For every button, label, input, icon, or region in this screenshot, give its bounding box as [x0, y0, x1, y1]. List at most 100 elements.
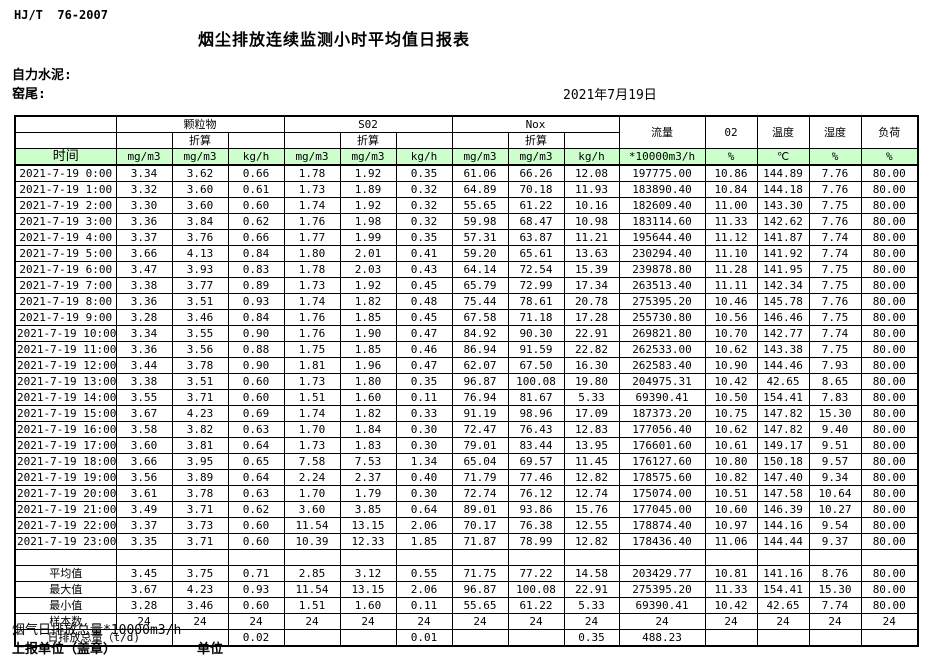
value-cell: 3.85 — [339, 501, 397, 518]
value-cell: 144.18 — [756, 181, 810, 198]
value-cell: 76.94 — [451, 389, 509, 406]
summary-value: 24 — [756, 613, 810, 630]
summary-value: 3.12 — [339, 565, 397, 582]
summary-value: 488.23 — [618, 629, 706, 647]
value-cell: 204975.31 — [618, 373, 706, 390]
value-cell: 3.77 — [171, 277, 229, 294]
value-cell: 1.80 — [339, 373, 397, 390]
data-row: 2021-7-19 13:00 3.38 3.51 0.60 1.73 1.80 0.35 9… — [14, 373, 919, 390]
value-cell: 10.61 — [704, 437, 758, 454]
value-cell: 183890.40 — [618, 181, 706, 198]
unit-so2-raw: mg/m3 — [283, 148, 341, 166]
value-cell: 7.74 — [808, 229, 862, 246]
value-cell: 177056.40 — [618, 421, 706, 438]
value-cell: 1.76 — [283, 213, 341, 230]
value-cell: 0.84 — [227, 245, 285, 262]
summary-label: 平均值 — [14, 565, 117, 582]
summary-value: 80.00 — [860, 565, 919, 582]
value-cell: 17.34 — [563, 277, 620, 294]
so2-raw-head — [283, 132, 341, 149]
summary-value — [395, 549, 453, 566]
value-cell: 3.76 — [171, 229, 229, 246]
value-cell: 144.44 — [756, 533, 810, 550]
value-cell: 80.00 — [860, 293, 919, 310]
value-cell: 0.66 — [227, 164, 285, 182]
nox-converted-label: 折算 — [507, 132, 565, 149]
value-cell: 1.81 — [283, 357, 341, 374]
value-cell: 3.55 — [171, 325, 229, 342]
time-cell: 2021-7-19 9:00 — [14, 309, 117, 326]
value-cell: 1.78 — [283, 261, 341, 278]
value-cell: 13.63 — [563, 245, 620, 262]
value-cell: 1.82 — [339, 293, 397, 310]
value-cell: 0.60 — [227, 517, 285, 534]
value-cell: 7.75 — [808, 197, 862, 214]
value-cell: 10.90 — [704, 357, 758, 374]
value-cell: 0.64 — [227, 437, 285, 454]
value-cell: 0.47 — [395, 325, 453, 342]
value-cell: 3.34 — [115, 164, 173, 182]
value-cell: 11.00 — [704, 197, 758, 214]
value-cell: 147.58 — [756, 485, 810, 502]
summary-value: 8.76 — [808, 565, 862, 582]
unit-so2-converted: mg/m3 — [339, 148, 397, 166]
value-cell: 149.17 — [756, 437, 810, 454]
summary-value — [704, 549, 758, 566]
data-row: 2021-7-19 6:00 3.47 3.93 0.83 1.78 2.03 0.43 64… — [14, 261, 919, 278]
unit-flow: *10000m3/h — [618, 148, 706, 166]
value-cell: 144.46 — [756, 357, 810, 374]
summary-value: 0.11 — [395, 597, 453, 614]
data-row: 2021-7-19 11:00 3.36 3.56 0.88 1.75 1.85 0.46 8… — [14, 341, 919, 358]
value-cell: 3.36 — [115, 293, 173, 310]
value-cell: 4.23 — [171, 405, 229, 422]
value-cell: 13.95 — [563, 437, 620, 454]
value-cell: 7.75 — [808, 277, 862, 294]
value-cell: 1.98 — [339, 213, 397, 230]
value-cell: 96.87 — [451, 373, 509, 390]
summary-value: 24 — [563, 613, 620, 630]
summary-value: 24 — [227, 613, 285, 630]
summary-value: 80.00 — [860, 597, 919, 614]
value-cell: 3.49 — [115, 501, 173, 518]
value-cell: 3.36 — [115, 213, 173, 230]
corner-cell-top — [14, 115, 117, 133]
value-cell: 7.76 — [808, 164, 862, 182]
value-cell: 0.32 — [395, 181, 453, 198]
value-cell: 98.96 — [507, 405, 565, 422]
value-cell: 10.46 — [704, 293, 758, 310]
value-cell: 3.37 — [115, 229, 173, 246]
value-cell: 9.57 — [808, 453, 862, 470]
value-cell: 182609.40 — [618, 197, 706, 214]
time-cell: 2021-7-19 13:00 — [14, 373, 117, 390]
summary-value: 77.22 — [507, 565, 565, 582]
value-cell: 3.37 — [115, 517, 173, 534]
summary-value: 3.67 — [115, 581, 173, 598]
value-cell: 1.60 — [339, 389, 397, 406]
time-cell: 2021-7-19 6:00 — [14, 261, 117, 278]
report-date: 2021年7月19日 — [563, 88, 657, 103]
data-row: 2021-7-19 4:00 3.37 3.76 0.66 1.77 1.99 0.35 57… — [14, 229, 919, 246]
summary-value: 3.75 — [171, 565, 229, 582]
value-cell: 7.74 — [808, 245, 862, 262]
value-cell: 3.66 — [115, 453, 173, 470]
value-cell: 1.89 — [339, 181, 397, 198]
data-row: 2021-7-19 5:00 3.66 4.13 0.84 1.80 2.01 0.41 59… — [14, 245, 919, 262]
value-cell: 230294.40 — [618, 245, 706, 262]
value-cell: 3.67 — [115, 405, 173, 422]
value-cell: 69.57 — [507, 453, 565, 470]
value-cell: 78.99 — [507, 533, 565, 550]
unit-humidity: % — [808, 148, 862, 166]
value-cell: 1.77 — [283, 229, 341, 246]
value-cell: 80.00 — [860, 421, 919, 438]
time-cell: 2021-7-19 10:00 — [14, 325, 117, 342]
value-cell: 9.51 — [808, 437, 862, 454]
value-cell: 3.32 — [115, 181, 173, 198]
value-cell: 1.92 — [339, 164, 397, 182]
value-cell: 70.17 — [451, 517, 509, 534]
value-cell: 142.34 — [756, 277, 810, 294]
data-row: 2021-7-19 2:00 3.30 3.60 0.60 1.74 1.92 0.32 55… — [14, 197, 919, 214]
time-cell: 2021-7-19 4:00 — [14, 229, 117, 246]
time-cell: 2021-7-19 12:00 — [14, 357, 117, 374]
value-cell: 11.93 — [563, 181, 620, 198]
unit-label: 单位 — [197, 642, 224, 657]
